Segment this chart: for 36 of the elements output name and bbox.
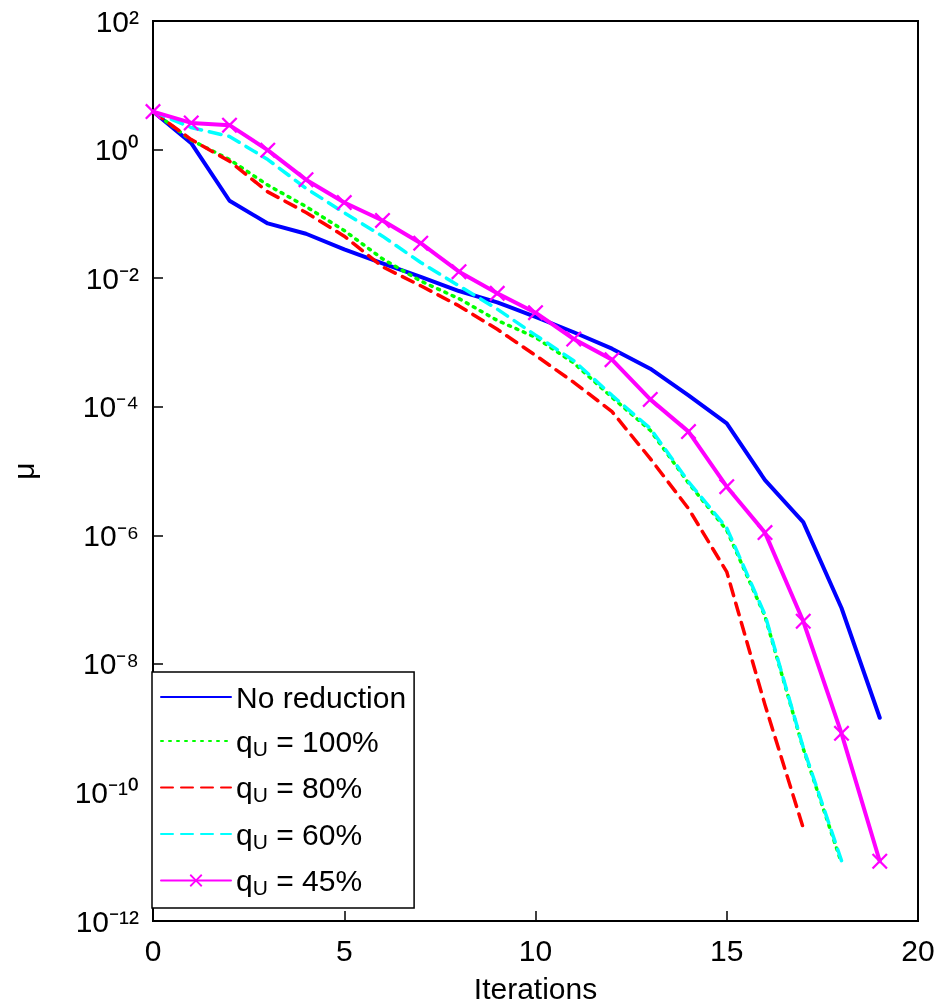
x-tick-label: 10: [518, 933, 553, 967]
y-tick-label: 10⁻⁶: [83, 518, 139, 552]
y-tick-label: 10⁻¹⁰: [74, 775, 139, 809]
point: [565, 331, 582, 348]
point: [183, 114, 200, 131]
point: [604, 351, 620, 368]
point: [145, 103, 161, 120]
point: [871, 853, 888, 870]
point: [336, 194, 353, 211]
y-tick-label: 10⁻¹²: [75, 904, 139, 938]
point: [527, 304, 544, 321]
point: [680, 423, 697, 440]
y-tick-label: 10⁻²: [85, 261, 140, 295]
x-tick-label: 5: [335, 933, 353, 967]
point: [795, 613, 812, 630]
point: [757, 524, 773, 541]
y-tick-label: 10⁰: [94, 133, 139, 167]
point: [642, 391, 659, 408]
y-axis-title: μ: [6, 462, 40, 480]
point: [833, 725, 850, 742]
point: [259, 142, 276, 159]
y-tick-label: 10⁻⁸: [82, 647, 139, 681]
point: [451, 263, 467, 280]
x-tick-label: 15: [710, 933, 744, 967]
y-tick-label: 10⁻⁴: [82, 390, 139, 424]
point: [489, 285, 506, 302]
point: [221, 117, 238, 134]
legend-label: No reduction: [236, 680, 407, 714]
x-tick-label: 0: [144, 933, 162, 967]
y-tick-label: 10²: [95, 4, 140, 38]
point: [374, 212, 391, 229]
x-tick-label: 20: [901, 933, 935, 967]
point: [298, 171, 314, 188]
point: [412, 235, 429, 252]
point: [718, 478, 735, 495]
x-axis-title: Iterations: [473, 971, 598, 1005]
